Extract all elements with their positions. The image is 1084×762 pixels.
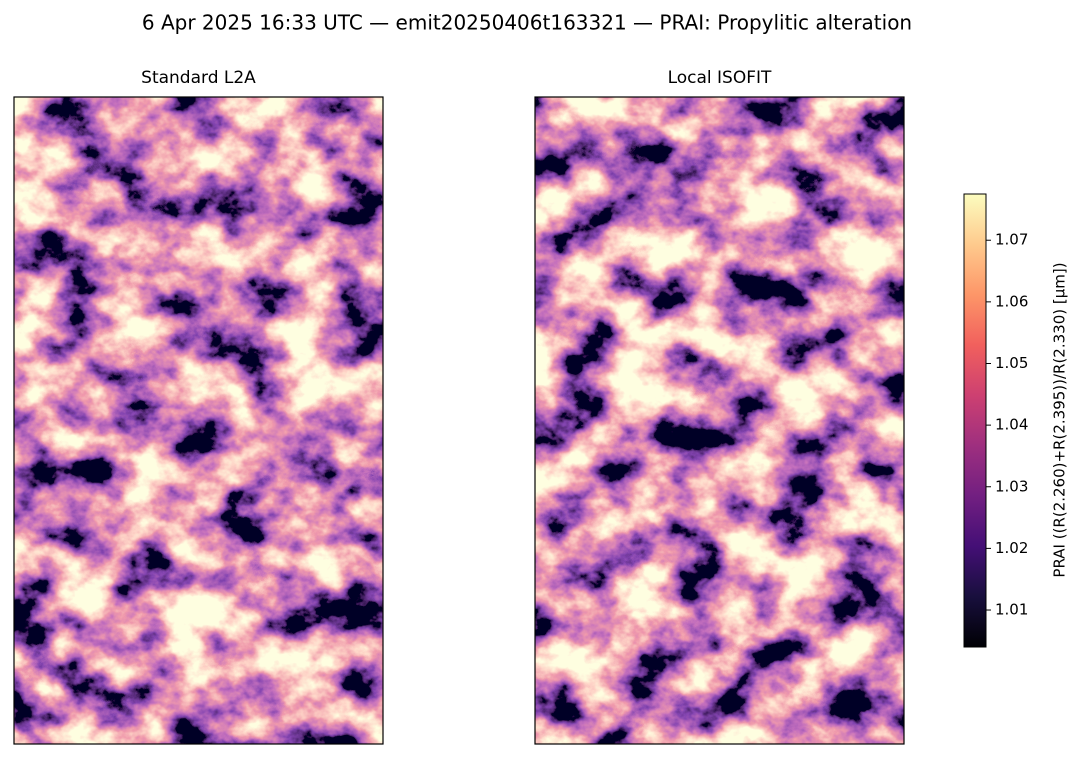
panel-title: Standard L2A: [141, 68, 256, 88]
image: [535, 97, 904, 744]
tick-label: 1.05: [995, 354, 1028, 372]
figure-title: 6 Apr 2025 16:33 UTC — emit20250406t1633…: [142, 11, 912, 35]
panel: Local ISOFIT: [534, 68, 905, 745]
tick-label: 1.01: [995, 601, 1028, 619]
panel: Standard L2A: [13, 68, 384, 745]
tick-label: 1.04: [995, 416, 1028, 434]
frame: [13, 96, 384, 745]
colorbar: PRAI ((R(2.260)+R(2.395))/R(2.330) [µm])…: [963, 193, 1069, 648]
colorbar-fill: [963, 193, 987, 648]
tick-label: 1.07: [995, 231, 1028, 249]
tick-label: 1.03: [995, 477, 1028, 495]
image: [14, 97, 383, 744]
colorbar-label: PRAI ((R(2.260)+R(2.395))/R(2.330) [µm]): [1051, 262, 1069, 577]
tick-label: 1.06: [995, 292, 1028, 310]
tick-label: 1.02: [995, 539, 1028, 557]
frame: [534, 96, 905, 745]
panel-title: Local ISOFIT: [668, 68, 772, 88]
